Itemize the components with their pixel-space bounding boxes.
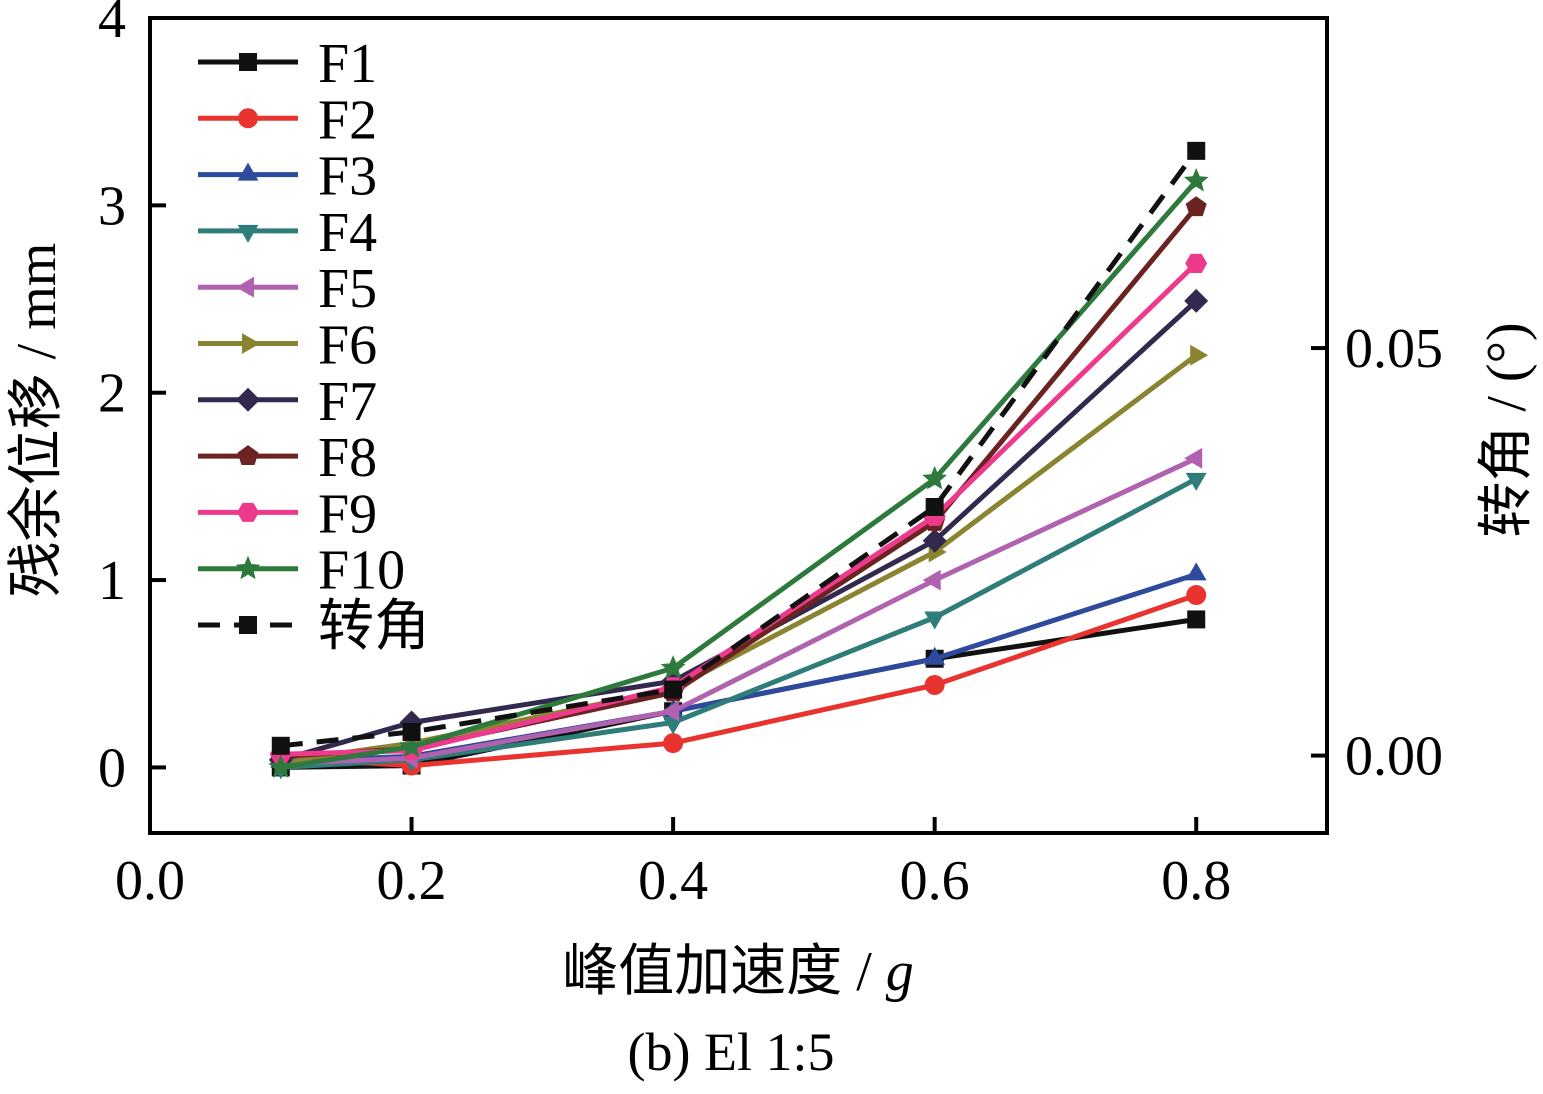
- data-point-f8: [1185, 196, 1207, 217]
- legend-entry-f8: F8: [198, 427, 377, 489]
- legend-entry-f10: F10: [198, 540, 405, 602]
- data-point-f3: [924, 646, 946, 665]
- legend-marker: [237, 502, 259, 522]
- legend-marker: [235, 555, 261, 580]
- data-point-f7: [922, 528, 947, 553]
- series-line-f8: [280, 205, 1199, 759]
- data-point-f10: [399, 733, 424, 758]
- series-line-f6: [280, 353, 1198, 765]
- y-axis-title: 残余位移 / mm: [6, 243, 68, 598]
- plot-frame: [148, 16, 1329, 835]
- data-point-f10: [922, 465, 947, 490]
- data-point-转角: [271, 736, 290, 755]
- data-point-转角: [925, 498, 944, 516]
- legend-entry-f4: F4: [198, 202, 377, 264]
- data-point-f2: [924, 674, 945, 695]
- legend-marker: [242, 333, 260, 354]
- legend-entry-f3: F3: [198, 146, 377, 208]
- x-tick-label: 0.8: [1161, 850, 1231, 912]
- y-tick-label: 1: [98, 550, 126, 612]
- legend-entry-f2: F2: [198, 89, 377, 151]
- legend-marker: [237, 445, 259, 465]
- y2-axis-title: 转角 / (°): [1476, 322, 1538, 537]
- legend-entry-f6: F6: [198, 315, 377, 377]
- y2-tick-label: 0.05: [1345, 318, 1443, 380]
- y-tick-label: 2: [98, 363, 126, 425]
- legend-marker: [239, 53, 257, 71]
- y2-tick-label: 0.00: [1345, 726, 1443, 788]
- x-tick-label: 0.6: [900, 850, 970, 912]
- data-point-f2: [663, 733, 684, 754]
- legend-label: F3: [318, 146, 377, 208]
- data-point-f2: [1186, 585, 1207, 606]
- legend-label: F9: [318, 483, 377, 545]
- legend-label: F4: [318, 202, 377, 264]
- data-point-f5: [1184, 447, 1203, 469]
- legend-entry-f9: F9: [198, 483, 377, 545]
- legend-marker: [237, 162, 259, 181]
- data-point-转角: [402, 722, 421, 741]
- data-point-f9: [1185, 253, 1208, 273]
- data-point-f5: [922, 569, 941, 591]
- x-tick-label: 0.0: [115, 850, 185, 912]
- legend-entry-f7: F7: [198, 371, 377, 433]
- data-point-f10: [660, 655, 686, 679]
- y-tick-label: 0: [98, 737, 126, 799]
- series-转角: [271, 141, 1206, 755]
- data-point-f10: [1183, 168, 1209, 192]
- legend-label: F8: [318, 427, 377, 489]
- legend-entry-f1: F1: [198, 33, 377, 95]
- legend-entry-转角: 转角: [198, 596, 430, 658]
- legend-marker: [237, 224, 259, 243]
- legend-label: F2: [318, 89, 377, 151]
- x-tick-label: 0.4: [638, 850, 708, 912]
- legend-label: 转角: [318, 596, 430, 658]
- x-axis-title-text: 峰值加速度 /: [562, 941, 886, 1003]
- data-point-f7: [1184, 288, 1209, 313]
- y-tick-label: 4: [98, 0, 126, 50]
- data-point-f10: [268, 754, 294, 778]
- legend-entry-f5: F5: [198, 258, 377, 320]
- legend-marker: [239, 616, 257, 634]
- legend-label: F10: [318, 540, 405, 602]
- x-tick-label: 0.2: [377, 850, 447, 912]
- x-axis-unit: g: [886, 941, 914, 1003]
- data-point-f5: [661, 700, 680, 722]
- legend-marker: [238, 108, 258, 129]
- legend-label: F7: [318, 371, 377, 433]
- series-f10: [268, 168, 1209, 778]
- legend-label: F6: [318, 315, 377, 377]
- data-point-f4: [924, 611, 946, 630]
- legend-label: F1: [318, 33, 377, 95]
- x-axis-title: 峰值加速度 / g: [562, 941, 914, 1003]
- data-point-f6: [1190, 344, 1209, 366]
- data-point-转角: [1187, 141, 1206, 160]
- data-point-转角: [664, 680, 683, 699]
- legend-marker: [236, 387, 260, 412]
- legend-label: F5: [318, 258, 377, 320]
- figure-caption: (b) El 1:5: [628, 1022, 835, 1082]
- data-point-f3: [1185, 562, 1207, 581]
- data-point-f1: [1187, 610, 1206, 629]
- data-point-f4: [1185, 472, 1207, 491]
- legend-marker: [236, 276, 254, 298]
- series-f6: [274, 344, 1209, 773]
- y-tick-label: 3: [98, 175, 126, 237]
